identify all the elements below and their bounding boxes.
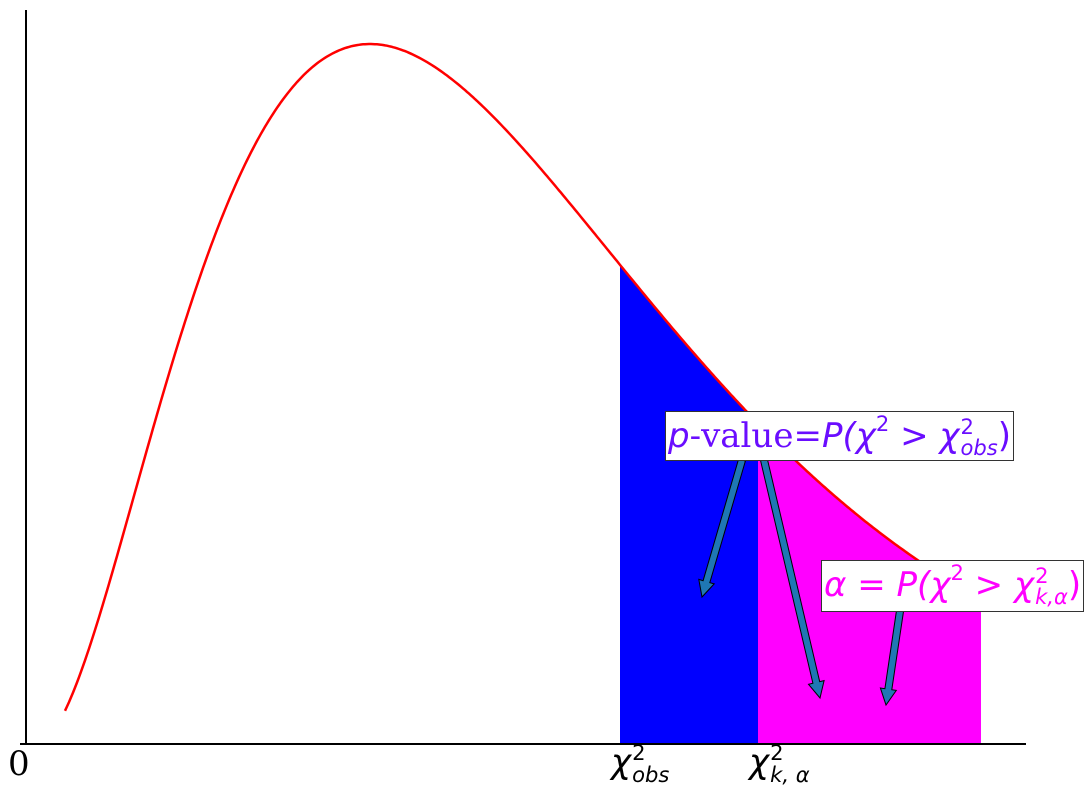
tick-obs-sub: obs [632, 761, 670, 787]
annotation-arrows [698, 458, 905, 707]
alpha-chi-square: 2 [950, 560, 964, 585]
pvalue-close: ) [997, 415, 1012, 456]
pvalue-prob-open: P( [821, 415, 856, 456]
pvalue-chi-obs: χ [939, 415, 960, 456]
x-tick-zero: 0 [8, 744, 30, 784]
alpha-chi: χ [930, 564, 951, 605]
tick-obs-chi: χ [611, 742, 632, 782]
alpha-arrow [879, 609, 905, 707]
alpha-close: ) [1067, 564, 1082, 605]
x-tick-chi-critical: χ 2 k, α [749, 742, 810, 785]
alpha-crit-sub: k,α [1035, 584, 1068, 610]
pvalue-gt: > [889, 415, 940, 456]
alpha-prob-open: P( [896, 564, 931, 605]
pvalue-chi-square: 2 [875, 411, 890, 436]
alpha-symbol: α [824, 564, 847, 605]
alpha-crit-sup: 2 [1035, 563, 1049, 589]
pvalue-arrow-blue [698, 458, 747, 599]
pvalue-shaded-region [620, 264, 758, 744]
alpha-annotation: α = P(χ2 > χ 2 k,α) [821, 560, 1085, 612]
pvalue-arrow-magenta [759, 458, 825, 700]
pvalue-p-letter: p [668, 415, 690, 456]
tick-crit-chi: χ [749, 742, 770, 782]
tick-crit-sup: 2 [770, 740, 784, 766]
pvalue-annotation: p-value=P(χ2 > χ 2 obs) [665, 411, 1015, 461]
pvalue-word: -value= [689, 415, 822, 456]
pvalue-obs-sub: obs [960, 435, 998, 461]
alpha-eq: = [846, 564, 897, 605]
alpha-gt: > [963, 564, 1014, 605]
alpha-chi-crit: χ [1013, 564, 1035, 605]
pvalue-obs-sup: 2 [960, 414, 974, 440]
chi-square-density-curve [63, 42, 982, 712]
x-tick-chi-obs: χ 2 obs [611, 742, 669, 785]
tick-obs-sup: 2 [632, 740, 646, 766]
tick-crit-sub: k, α [770, 761, 810, 787]
pvalue-chi: χ [855, 415, 876, 456]
